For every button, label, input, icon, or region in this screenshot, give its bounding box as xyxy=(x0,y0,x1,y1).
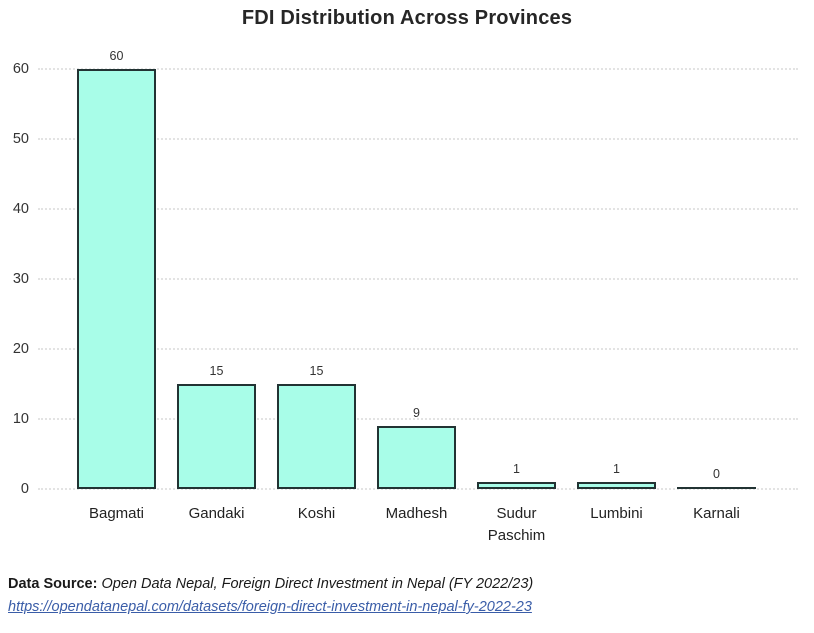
gridline-y-40 xyxy=(38,208,798,210)
bar-bagmati xyxy=(77,69,156,489)
data-source-link-line: https://opendatanepal.com/datasets/forei… xyxy=(8,596,533,619)
y-tick-label-50: 50 xyxy=(12,131,29,147)
bar-madhesh xyxy=(377,426,456,489)
data-source: Data Source: Open Data Nepal, Foreign Di… xyxy=(8,573,533,619)
bar-value-label-lumbini: 1 xyxy=(613,462,620,476)
data-source-link[interactable]: https://opendatanepal.com/datasets/forei… xyxy=(8,599,532,615)
bar-karnali xyxy=(677,487,756,489)
bar-value-label-bagmati: 60 xyxy=(109,49,124,63)
gridline-y-60 xyxy=(38,68,798,70)
x-axis-label-sudur-paschim: Sudur Paschim xyxy=(487,505,546,544)
x-axis-label-madhesh: Madhesh xyxy=(385,505,448,522)
gridline-y-30 xyxy=(38,278,798,280)
y-tick-label-20: 20 xyxy=(12,341,29,357)
x-axis-label-karnali: Karnali xyxy=(693,505,740,522)
chart-title: FDI Distribution Across Provinces xyxy=(241,7,573,29)
bar-value-label-sudur-paschim: 1 xyxy=(513,462,520,476)
bar-sudur-paschim xyxy=(477,482,556,489)
y-tick-label-0: 0 xyxy=(20,481,29,497)
data-source-line: Data Source: Open Data Nepal, Foreign Di… xyxy=(8,573,533,596)
y-tick-label-60: 60 xyxy=(12,61,29,77)
bar-value-label-karnali: 0 xyxy=(713,467,720,481)
x-axis-label-koshi: Koshi xyxy=(297,505,336,522)
bar-koshi xyxy=(277,384,356,489)
plot-area: 0 10 20 30 40 50 60 60 Bagmati 15 Gandaki 15 Koshi 9 M… xyxy=(13,49,798,544)
x-axis-label-lumbini: Lumbini xyxy=(590,505,643,522)
data-source-text: Open Data Nepal, Foreign Direct Investme… xyxy=(101,576,534,592)
x-axis-label-gandaki: Gandaki xyxy=(188,505,245,522)
data-source-label: Data Source: xyxy=(8,576,98,592)
x-axis-label-bagmati: Bagmati xyxy=(88,505,145,522)
bar-value-label-gandaki: 15 xyxy=(209,364,224,378)
gridline-y-10 xyxy=(38,418,798,420)
gridline-y-0 xyxy=(38,488,798,490)
bar-lumbini xyxy=(577,482,656,489)
gridline-y-50 xyxy=(38,138,798,140)
y-tick-label-30: 30 xyxy=(12,271,29,287)
bar-value-label-koshi: 15 xyxy=(309,364,324,378)
y-tick-label-40: 40 xyxy=(12,201,29,217)
y-tick-label-10: 10 xyxy=(12,411,29,427)
gridline-y-20 xyxy=(38,348,798,350)
bar-value-label-madhesh: 9 xyxy=(413,406,420,420)
bar-gandaki xyxy=(177,384,256,489)
